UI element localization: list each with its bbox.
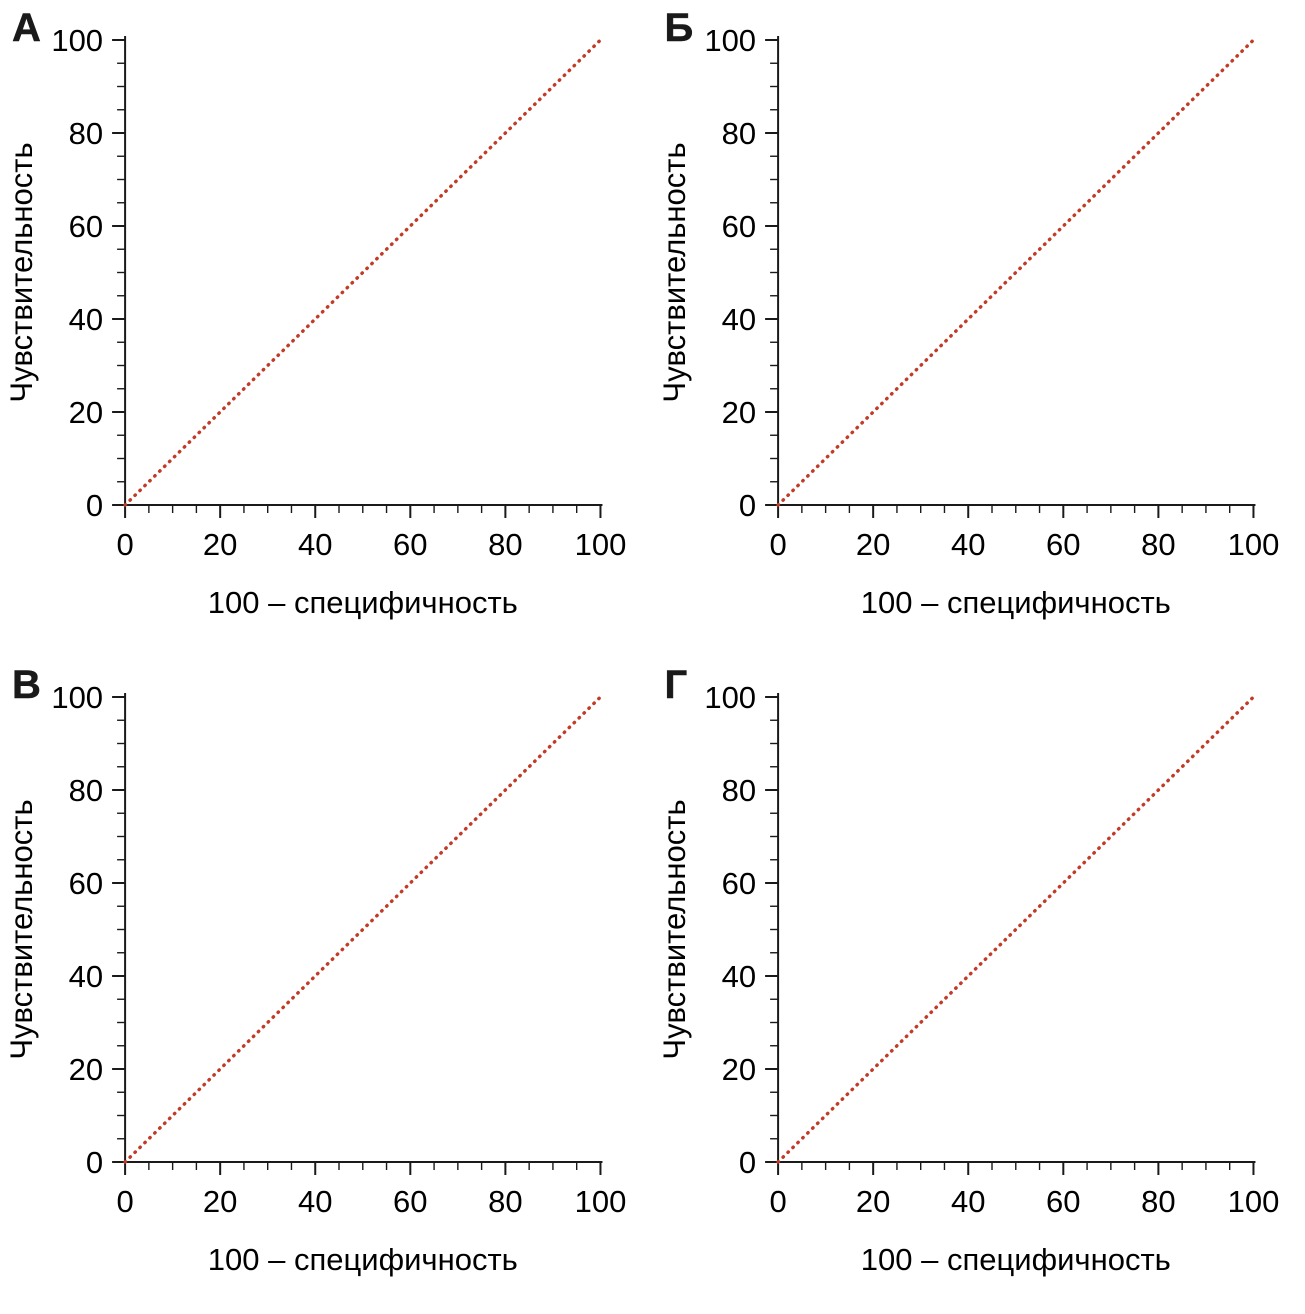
panel-label-g: Г bbox=[664, 663, 689, 707]
x-axis-label: 100 – специфичность bbox=[860, 585, 1170, 620]
x-axis-label: 100 – специфичность bbox=[208, 1242, 518, 1277]
roc-panel-v: В 0 20 40 60 80 100 0 20 40 60 80 100 100 – специфич… bbox=[0, 657, 653, 1314]
y-tick-label: 20 bbox=[69, 395, 103, 430]
x-tick-label: 80 bbox=[488, 527, 522, 562]
x-tick-label: 40 bbox=[298, 527, 332, 562]
x-tick-label: 80 bbox=[1141, 1184, 1175, 1219]
x-tick-label: 80 bbox=[488, 1184, 522, 1219]
reference-diagonal-line bbox=[123, 695, 603, 1164]
x-tick-label: 20 bbox=[855, 1184, 889, 1219]
y-tick-label: 80 bbox=[721, 773, 755, 808]
panel-label-b: Б bbox=[664, 6, 695, 50]
x-tick-label: 60 bbox=[393, 527, 427, 562]
x-axis-label: 100 – специфичность bbox=[860, 1242, 1170, 1277]
reference-diagonal-line bbox=[123, 38, 603, 507]
x-tick-label: 60 bbox=[393, 1184, 427, 1219]
x-tick-label: 100 bbox=[575, 1184, 627, 1219]
roc-panel-a: А 0 20 40 60 80 100 0 20 40 60 80 100 100 – специфич… bbox=[0, 0, 653, 657]
y-tick-label: 40 bbox=[721, 302, 755, 337]
y-tick-label: 0 bbox=[738, 1145, 755, 1180]
y-tick-label: 60 bbox=[69, 209, 103, 244]
y-tick-label: 60 bbox=[69, 866, 103, 901]
y-tick-label: 100 bbox=[51, 680, 103, 715]
roc-panel-b: Б 0 20 40 60 80 100 0 20 40 60 80 100 100 – специфич… bbox=[653, 0, 1305, 657]
x-tick-label: 0 bbox=[769, 527, 786, 562]
x-axis-label: 100 – специфичность bbox=[208, 585, 518, 620]
y-tick-label: 40 bbox=[69, 302, 103, 337]
panel-label-a: А bbox=[12, 6, 42, 50]
y-tick-label: 0 bbox=[738, 488, 755, 523]
reference-diagonal-line bbox=[775, 38, 1255, 507]
x-tick-label: 0 bbox=[116, 1184, 133, 1219]
x-tick-label: 100 bbox=[1227, 527, 1279, 562]
y-tick-label: 80 bbox=[69, 116, 103, 151]
x-tick-label: 40 bbox=[950, 527, 984, 562]
x-tick-label: 60 bbox=[1046, 1184, 1080, 1219]
y-axis-label: Чувствительность bbox=[657, 142, 692, 402]
reference-diagonal-line bbox=[775, 695, 1255, 1164]
x-tick-label: 80 bbox=[1141, 527, 1175, 562]
y-tick-label: 100 bbox=[704, 680, 756, 715]
y-tick-label: 60 bbox=[721, 866, 755, 901]
y-tick-label: 0 bbox=[86, 488, 103, 523]
x-tick-label: 40 bbox=[950, 1184, 984, 1219]
y-axis-label: Чувствительность bbox=[4, 142, 39, 402]
y-tick-label: 100 bbox=[51, 23, 103, 58]
x-tick-label: 100 bbox=[1227, 1184, 1279, 1219]
x-tick-label: 100 bbox=[575, 527, 627, 562]
panel-label-v: В bbox=[12, 663, 42, 707]
y-tick-label: 20 bbox=[721, 395, 755, 430]
y-tick-label: 80 bbox=[721, 116, 755, 151]
x-tick-label: 60 bbox=[1046, 527, 1080, 562]
y-tick-label: 20 bbox=[69, 1052, 103, 1087]
roc-plot-b: 0 20 40 60 80 100 0 20 40 60 80 100 100 – специфично… bbox=[657, 23, 1279, 620]
y-tick-label: 0 bbox=[86, 1145, 103, 1180]
roc-plot-a: 0 20 40 60 80 100 0 20 40 60 80 100 100 – специфично… bbox=[4, 23, 627, 620]
roc-plot-v: 0 20 40 60 80 100 0 20 40 60 80 100 100 – специфично… bbox=[4, 680, 627, 1277]
x-tick-label: 20 bbox=[203, 527, 237, 562]
y-axis-label: Чувствительность bbox=[4, 799, 39, 1059]
x-tick-label: 20 bbox=[855, 527, 889, 562]
y-tick-label: 20 bbox=[721, 1052, 755, 1087]
y-tick-label: 40 bbox=[721, 959, 755, 994]
y-axis-label: Чувствительность bbox=[657, 799, 692, 1059]
roc-panel-g: Г 0 20 40 60 80 100 0 20 40 60 80 100 100 – специфич… bbox=[653, 657, 1305, 1314]
y-tick-label: 60 bbox=[721, 209, 755, 244]
roc-plot-g: 0 20 40 60 80 100 0 20 40 60 80 100 100 – специфично… bbox=[657, 680, 1279, 1277]
x-tick-label: 0 bbox=[769, 1184, 786, 1219]
x-tick-label: 20 bbox=[203, 1184, 237, 1219]
x-tick-label: 0 bbox=[116, 527, 133, 562]
y-tick-label: 100 bbox=[704, 23, 756, 58]
y-tick-label: 80 bbox=[69, 773, 103, 808]
y-tick-label: 40 bbox=[69, 959, 103, 994]
x-tick-label: 40 bbox=[298, 1184, 332, 1219]
